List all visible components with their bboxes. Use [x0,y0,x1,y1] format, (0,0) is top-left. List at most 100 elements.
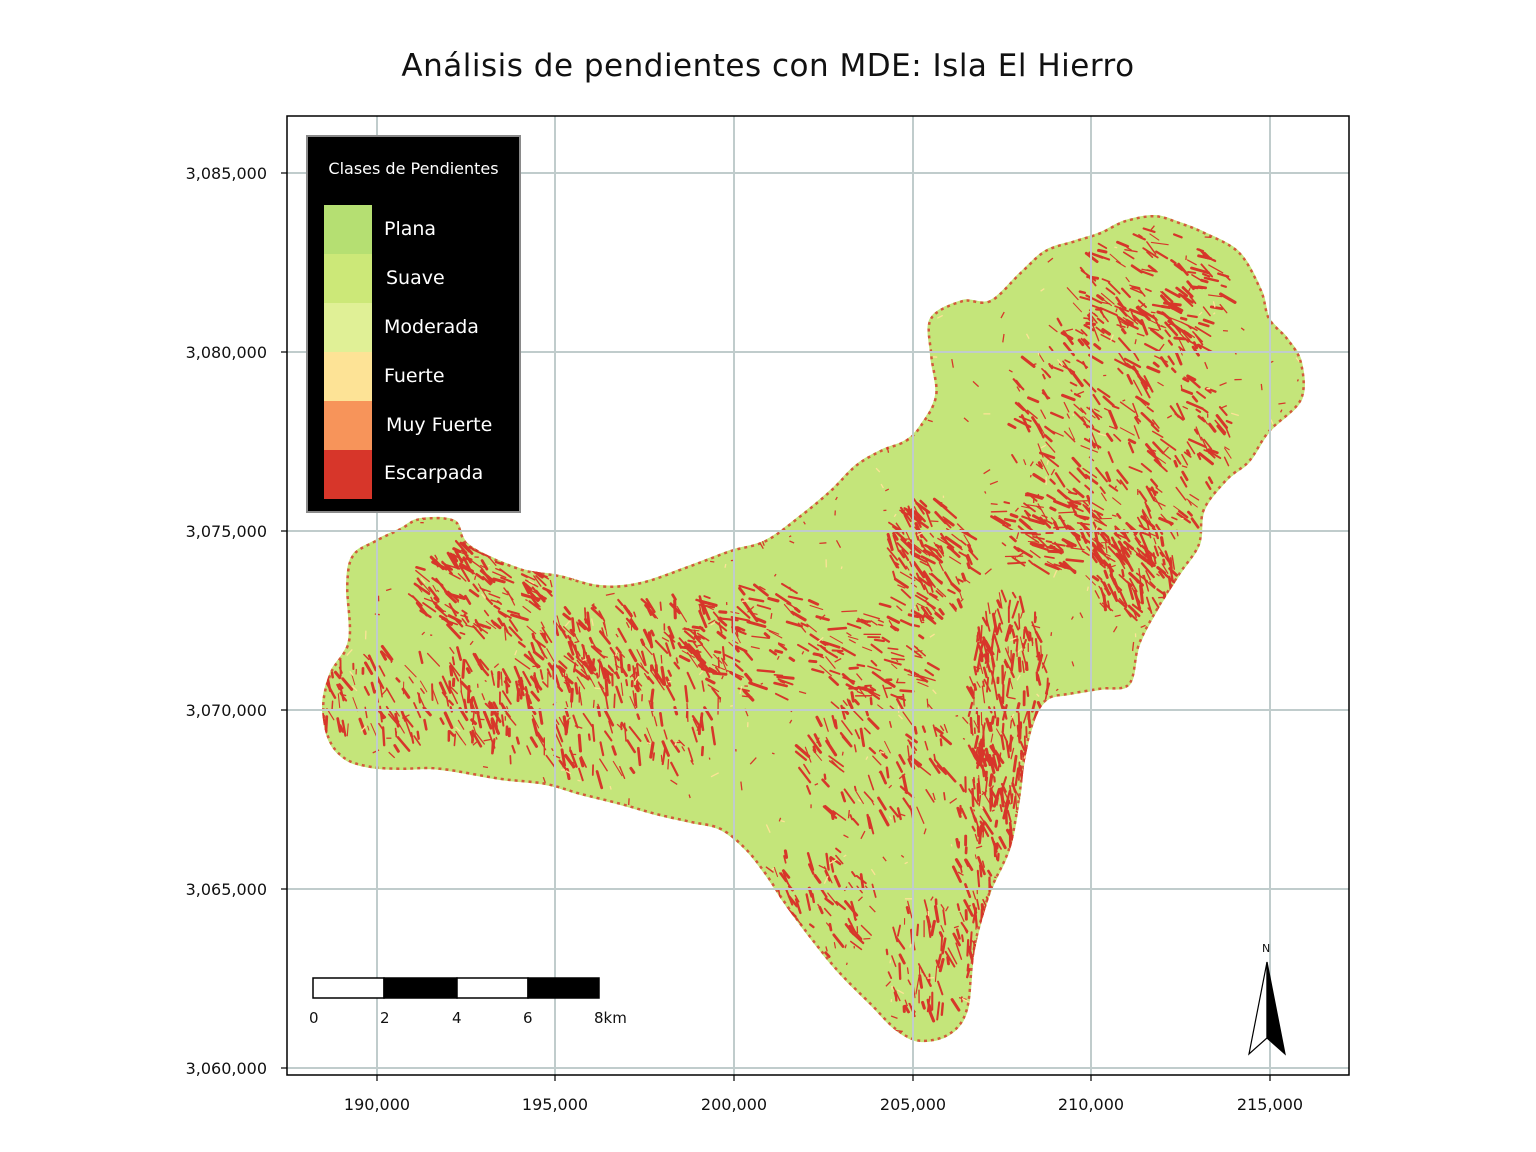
steep-slope-stroke [973,641,980,661]
steep-slope-stroke [899,689,915,693]
steep-slope-stroke [915,763,932,776]
steep-slope-stroke [905,906,910,915]
steep-slope-stroke [1095,552,1107,567]
slope-speckle [1131,641,1135,651]
steep-slope-stroke [457,719,465,730]
slope-speckle [1212,763,1218,767]
slope-speckle [530,812,533,817]
slope-speckle [762,1040,766,1043]
steep-slope-stroke [569,628,576,637]
steep-slope-stroke [981,616,989,627]
steep-slope-stroke [1093,529,1100,550]
steep-slope-stroke [811,668,825,674]
slope-speckle [888,619,893,626]
steep-slope-stroke [990,510,1008,513]
slope-speckle [960,598,964,602]
slope-speckle [759,358,763,366]
steep-slope-stroke [1082,467,1098,479]
slope-speckle [624,223,628,230]
steep-slope-stroke [905,531,912,543]
steep-slope-stroke [969,686,975,696]
steep-slope-stroke [811,893,815,904]
steep-slope-stroke [631,675,643,687]
slope-speckle [744,474,748,480]
steep-slope-stroke [508,618,519,632]
steep-slope-stroke [907,745,911,765]
steep-slope-stroke [928,577,934,593]
slope-speckle [584,1003,589,1008]
steep-slope-stroke [1147,264,1157,273]
slope-speckle [642,522,646,530]
steep-slope-stroke [1146,365,1161,374]
slope-speckle [926,698,929,708]
steep-slope-stroke [979,820,990,838]
steep-slope-stroke [1048,345,1054,352]
steep-slope-stroke [870,643,883,654]
steep-slope-stroke [452,616,464,628]
steep-slope-stroke [1021,505,1031,509]
slope-speckle [702,465,706,474]
steep-slope-stroke [691,726,698,743]
steep-slope-stroke [1066,488,1072,493]
steep-slope-stroke [800,622,809,628]
steep-slope-stroke [886,547,899,561]
steep-slope-stroke [1070,530,1081,538]
steep-slope-stroke [462,556,471,571]
steep-slope-stroke [1070,547,1085,551]
steep-slope-stroke [1099,310,1109,323]
steep-slope-stroke [381,726,386,747]
steep-slope-stroke [456,646,463,661]
steep-slope-stroke [1123,540,1134,551]
slope-speckle [977,1003,982,1008]
slope-speckle [1190,905,1194,914]
steep-slope-stroke [974,944,982,957]
steep-slope-stroke [738,586,746,596]
steep-slope-stroke [505,712,517,726]
steep-slope-stroke [983,913,989,932]
steep-slope-stroke [1119,401,1136,413]
steep-slope-stroke [1082,338,1090,345]
coordinate-grid [287,116,1349,1075]
legend-label-muy-fuerte: Muy Fuerte [386,414,493,436]
slope-speckle [927,976,935,979]
slope-speckle [681,746,686,752]
steep-slope-stroke [1129,287,1144,295]
steep-slope-stroke [482,710,493,730]
steep-slope-stroke [1027,396,1040,404]
steep-slope-stroke [571,617,576,633]
steep-slope-stroke [1079,517,1089,521]
steep-slope-stroke [850,900,856,912]
steep-slope-stroke [649,741,655,759]
steep-slope-stroke [1045,441,1056,453]
steep-slope-stroke [1110,543,1122,553]
slope-speckle [1245,996,1249,999]
steep-slope-stroke [963,534,972,547]
steep-slope-stroke [1012,754,1018,773]
steep-slope-stroke [472,583,480,593]
steep-slope-stroke [807,734,819,750]
steep-slope-stroke [779,680,786,684]
steep-slope-stroke [614,671,620,680]
slope-speckle [784,460,789,466]
steep-slope-stroke [1139,269,1154,277]
slope-speckle [688,794,691,799]
slope-speckle [1280,551,1283,561]
y-tick-label: 3,085,000 [186,164,267,183]
steep-slope-stroke [625,679,629,687]
slope-speckle [1111,741,1116,747]
steep-slope-stroke [1075,329,1084,335]
steep-slope-stroke [714,621,728,632]
steep-slope-stroke [1009,513,1019,519]
steep-slope-stroke [1090,511,1100,520]
slope-speckle [845,962,848,966]
steep-slope-stroke [446,623,462,640]
steep-slope-stroke [479,623,492,630]
steep-slope-stroke [986,676,990,693]
steep-slope-stroke [1187,510,1193,517]
steep-slope-stroke [982,666,988,679]
slope-speckle [321,804,324,810]
steep-slope-stroke [1152,441,1165,455]
steep-slope-stroke [878,809,890,827]
steep-slope-stroke [1117,540,1131,558]
